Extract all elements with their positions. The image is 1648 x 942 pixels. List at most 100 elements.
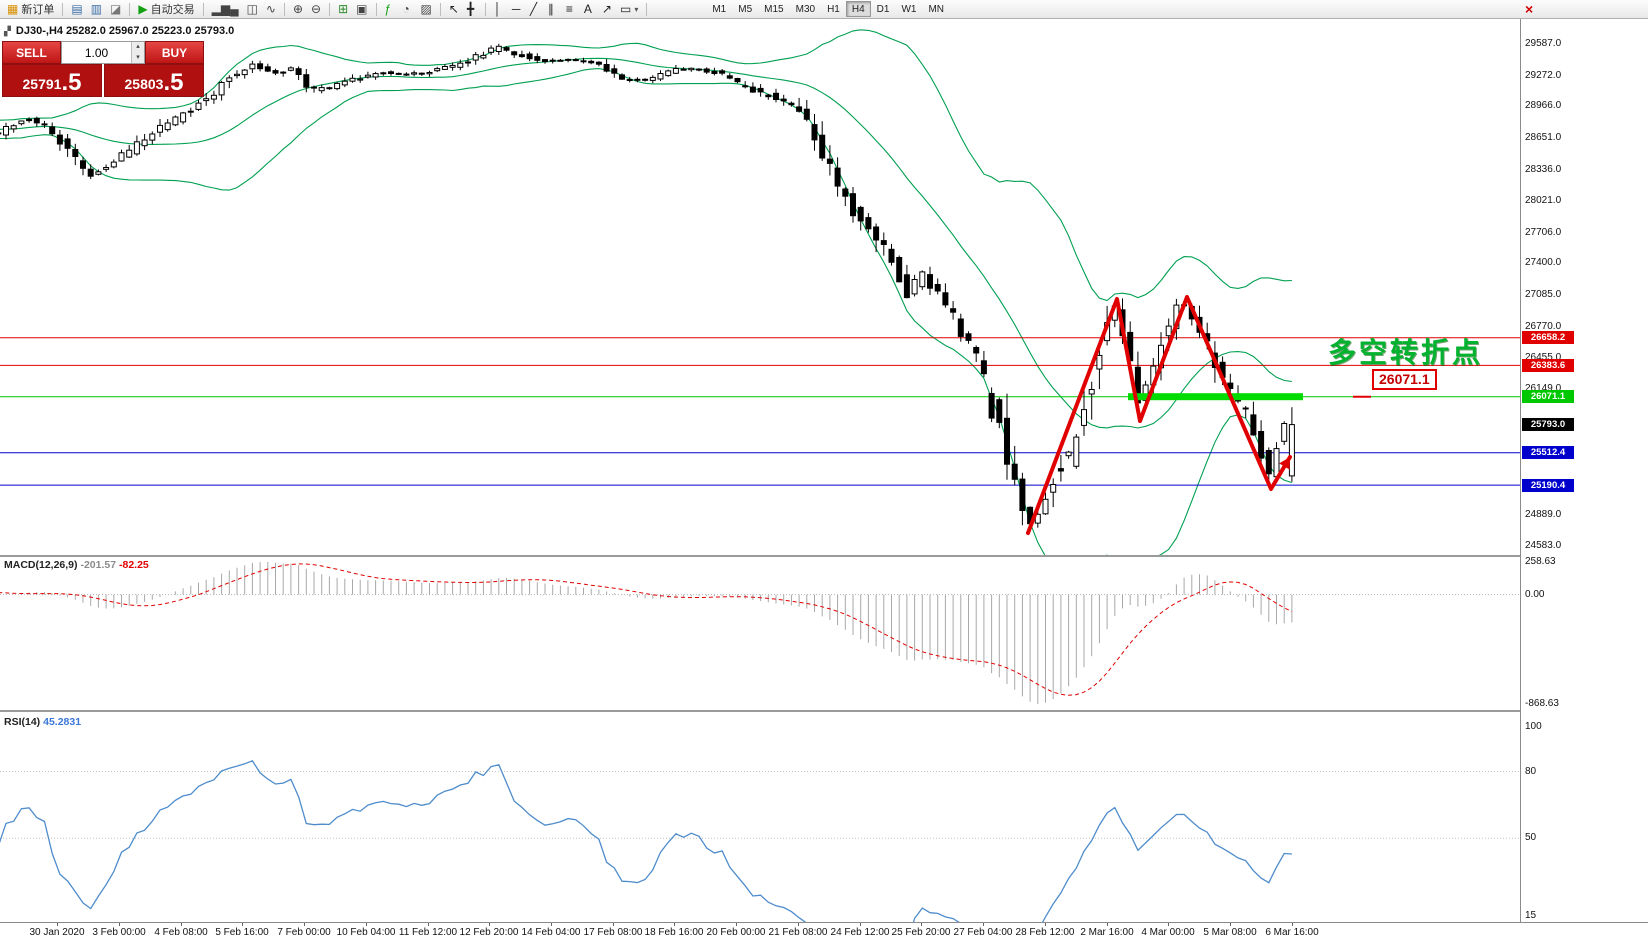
vertical-line-button[interactable]: │	[490, 1, 508, 18]
line-chart-button[interactable]: ∿	[262, 1, 280, 18]
fibonacci-button[interactable]: ≡	[562, 1, 580, 18]
candle-body	[672, 68, 679, 74]
bollinger-middle-band[interactable]	[0, 57, 1292, 429]
cascade-windows-icon: ▣	[356, 2, 368, 16]
tile-windows-button[interactable]: ⊞	[334, 1, 352, 18]
periods-button[interactable]: ◔	[399, 1, 417, 18]
data-window-button[interactable]: ▥	[87, 1, 106, 18]
zoom-in-button[interactable]: ⊕	[289, 1, 307, 18]
candle-body	[326, 87, 333, 90]
timeframe-h4-button[interactable]: H4	[845, 1, 871, 17]
bollinger-lower-band[interactable]	[0, 68, 1293, 555]
timeframe-m30-button[interactable]: M30	[795, 3, 816, 15]
rsi-panel[interactable]	[0, 712, 1520, 922]
candle-body	[842, 188, 849, 197]
macd-signal-line[interactable]	[0, 563, 1293, 696]
timeframe-m5-button[interactable]: M5	[738, 3, 753, 15]
bollinger-upper-band[interactable]	[0, 29, 1292, 302]
new-order-button[interactable]: ▦ 新订单	[3, 1, 58, 18]
candle-body	[1165, 325, 1172, 337]
time-tick	[551, 923, 552, 926]
panel-divider[interactable]	[0, 555, 1648, 557]
sell-button[interactable]: SELL	[2, 41, 61, 64]
candle-body	[980, 360, 987, 375]
rsi-scale-label: 80	[1525, 765, 1537, 777]
navigator-button[interactable]: ◪	[106, 1, 125, 18]
panel-divider[interactable]	[0, 710, 1648, 712]
market-watch-button[interactable]: ▤	[67, 1, 86, 18]
time-axis-label: 28 Feb 12:00	[1015, 927, 1075, 938]
macd-panel[interactable]	[0, 557, 1520, 710]
candle-body	[380, 72, 387, 75]
candle-body	[87, 168, 94, 177]
close-icon[interactable]: ×	[1525, 1, 1534, 17]
candle-body	[703, 68, 710, 73]
macd-label: MACD(12,26,9) -201.57 -82.25	[4, 559, 149, 571]
macd-scale-label: 258.63	[1525, 556, 1556, 567]
zoom-out-button[interactable]: ⊖	[307, 1, 325, 18]
macd-signal-value: -82.25	[119, 559, 149, 571]
candle-body	[1288, 424, 1295, 477]
arrow-tool-button[interactable]: ↗	[598, 1, 616, 18]
candle-body	[526, 53, 533, 60]
time-tick	[983, 923, 984, 926]
price-axis[interactable]: 29587.0 29272.0 28966.0 28651.0 28336.0 28021…	[1520, 19, 1648, 922]
candle-body	[642, 78, 649, 81]
turning-point-price-flag[interactable]: 26071.1	[1372, 369, 1437, 390]
spin-up-icon[interactable]: ▴	[136, 43, 140, 50]
support-highlight-bar[interactable]	[1128, 393, 1303, 401]
candle-body	[1081, 409, 1087, 426]
candle-body	[780, 98, 787, 102]
templates-button[interactable]: ▨	[417, 1, 436, 18]
sell-price-display[interactable]: 25791.5	[2, 64, 102, 97]
candle-body	[680, 68, 687, 71]
price-chart[interactable]	[0, 19, 1520, 555]
templates-icon: ▨	[420, 2, 432, 16]
candle-body	[726, 75, 733, 79]
candle-body	[349, 77, 356, 82]
auto-trading-button[interactable]: ▶ 自动交易	[134, 1, 198, 18]
buy-button[interactable]: BUY	[145, 41, 204, 64]
shapes-button[interactable]: ▭ ▾	[616, 1, 642, 18]
timeframe-m1-button[interactable]: M1	[712, 3, 727, 15]
crosshair-button[interactable]: ╋	[463, 1, 481, 18]
rsi-line[interactable]	[0, 760, 1292, 922]
candle-body	[603, 64, 610, 72]
candlestick-chart-button[interactable]: ◫	[243, 1, 262, 18]
candle-body	[388, 71, 394, 74]
candle-body	[950, 308, 957, 313]
time-tick	[304, 923, 305, 926]
equidistant-channel-button[interactable]: ∥	[544, 1, 562, 18]
volume-spinner[interactable]: ▴ ▾	[131, 42, 144, 63]
cursor-button[interactable]: ↖	[445, 1, 463, 18]
buy-price-display[interactable]: 25803.5	[104, 64, 204, 97]
horizontal-line-button[interactable]: ─	[508, 1, 526, 18]
tile-windows-icon: ⊞	[338, 2, 349, 16]
candle-body	[180, 112, 187, 123]
candle-body	[619, 74, 625, 80]
time-tick	[428, 923, 429, 926]
price-axis-label: 26455.0	[1525, 352, 1562, 364]
timeframe-d1-button[interactable]: D1	[876, 3, 890, 15]
shapes-icon: ▭	[619, 2, 632, 16]
trendline-button[interactable]: ╱	[526, 1, 544, 18]
bar-chart-button[interactable]: ▂▆▄	[208, 1, 243, 18]
time-axis-label: 5 Mar 08:00	[1203, 927, 1257, 938]
time-axis[interactable]: 30 Jan 2020 3 Feb 00:00 4 Feb 08:00 5 Feb 1…	[0, 922, 1648, 942]
timeframe-mn-button[interactable]: MN	[928, 3, 945, 15]
timeframe-h1-button[interactable]: H1	[827, 3, 840, 15]
volume-input[interactable]	[62, 42, 131, 63]
candle-body	[942, 292, 949, 306]
spin-down-icon[interactable]: ▾	[136, 53, 140, 61]
candle-body	[26, 118, 33, 122]
one-click-trading-panel: SELL ▴ ▾ BUY 25791.5 25803.5	[2, 41, 204, 97]
indicators-button[interactable]: ƒ	[381, 1, 399, 18]
timeframe-m15-button[interactable]: M15	[764, 3, 784, 15]
text-button[interactable]: A	[580, 1, 598, 18]
cascade-windows-button[interactable]: ▣	[352, 1, 371, 18]
time-tick	[613, 923, 614, 926]
time-axis-label: 24 Feb 12:00	[830, 927, 890, 938]
timeframe-w1-button[interactable]: W1	[901, 3, 917, 15]
trend-zigzag-line[interactable]	[1026, 295, 1292, 535]
